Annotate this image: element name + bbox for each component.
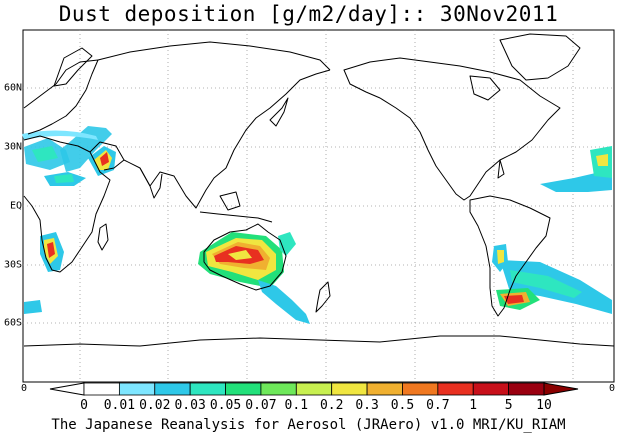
colorbar-box	[225, 382, 262, 396]
colorbar-box	[508, 382, 545, 396]
colorbar-label: 5	[504, 398, 513, 413]
coast-africa	[23, 135, 111, 273]
dust-andes-core	[497, 250, 504, 264]
dust-arabia-core	[100, 152, 109, 166]
lat-label-eq: EQ	[9, 200, 22, 212]
colorbar-box	[260, 382, 297, 396]
coast-new-zealand	[315, 281, 331, 313]
colorbar-box	[402, 382, 439, 396]
colorbar-label: 0.3	[355, 398, 379, 413]
dust-sahel-core	[54, 174, 74, 183]
dust-sahara-streak	[60, 126, 112, 172]
colorbar-box	[437, 382, 474, 396]
dust-australia-plume	[258, 280, 310, 324]
axis-zero-right: 0	[609, 383, 616, 394]
coast-florida	[497, 159, 505, 179]
colorbar-box	[83, 382, 120, 396]
colorbar-box	[472, 382, 510, 396]
coast-greenland	[499, 33, 581, 81]
lat-label-30s: 30S	[3, 259, 22, 271]
colorbar-label: 0.1	[284, 398, 309, 413]
colorbar-right-arrow	[543, 382, 579, 396]
colorbar-label: 0.2	[319, 398, 344, 413]
colorbar	[49, 382, 579, 396]
colorbar-box	[366, 382, 403, 396]
coastlines	[23, 33, 615, 347]
coast-madagascar	[97, 223, 109, 251]
colorbar-label: 0.05	[209, 398, 242, 413]
axis-zero-left: 0	[21, 383, 28, 394]
lat-label-30n: 30N	[3, 141, 22, 153]
dust-patagonia-plume-inner	[510, 270, 582, 298]
colorbar-label: 0	[80, 398, 88, 413]
coast-north-america	[343, 57, 561, 201]
colorbar-box	[154, 382, 191, 396]
dust-kalahari-core	[47, 242, 55, 258]
coast-scandinavia	[53, 47, 93, 87]
dust-patagonia-core	[504, 295, 524, 304]
colorbar-label: 0.5	[390, 398, 415, 413]
coast-asia-south	[123, 69, 331, 209]
dust-plumes	[22, 126, 612, 324]
coast-europe	[23, 59, 99, 135]
coast-australia	[203, 223, 287, 291]
colorbar-box	[189, 382, 226, 396]
dust-atlantic-east-hot	[596, 154, 608, 166]
colorbar-label: 10	[536, 398, 552, 413]
map-title: Dust deposition [g/m2/day]:: 30Nov2011	[58, 2, 559, 26]
colorbar-left-arrow	[49, 382, 85, 396]
coast-hudson-bay	[469, 75, 501, 101]
coast-borneo	[219, 191, 241, 211]
coast-antarctica	[23, 335, 615, 347]
colorbar-label: 0.02	[139, 398, 171, 413]
coast-indonesia	[199, 211, 273, 223]
lat-label-60s: 60S	[3, 317, 22, 329]
colorbar-box	[295, 382, 333, 396]
colorbar-box	[331, 382, 368, 396]
dust-africa-nw-arc	[22, 130, 98, 140]
coast-japan	[269, 97, 289, 127]
coast-arabia	[89, 141, 125, 171]
lat-label-60n: 60N	[3, 82, 22, 94]
colorbar-label: 0.7	[426, 398, 450, 413]
coast-india	[139, 167, 163, 199]
colorbar-label: 1	[469, 398, 478, 413]
dust-tasman	[278, 232, 296, 256]
coast-south-america	[469, 195, 551, 317]
coast-asia-north	[97, 41, 331, 71]
dust-sahara-west-core	[32, 146, 58, 162]
colorbar-label: 0.07	[245, 398, 277, 413]
colorbar-label: 0.01	[103, 398, 136, 413]
colorbar-box	[118, 382, 156, 396]
dust-australia-center	[228, 250, 252, 260]
colorbar-label: 0.03	[174, 398, 206, 413]
dust-atlantic-patch	[24, 300, 42, 314]
footer-credit: The Japanese Reanalysis for Aerosol (JRA…	[51, 417, 566, 433]
